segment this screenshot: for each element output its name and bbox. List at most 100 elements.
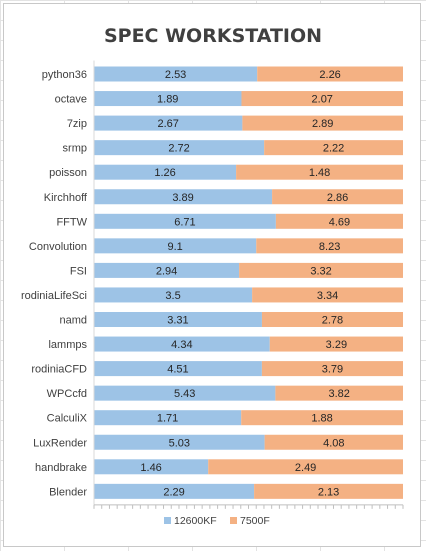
category-label: namd [59,315,87,327]
category-label: lammps [48,339,87,351]
category-label: handbrake [35,462,87,474]
value-label-12600kf: 4.34 [171,339,192,351]
value-label-7500f: 2.22 [323,143,344,155]
value-label-12600kf: 3.89 [172,192,193,204]
value-label-12600kf: 1.46 [140,462,161,474]
value-label-12600kf: 2.94 [156,265,177,277]
bar-12600kf-fsi [94,262,240,278]
bar-12600kf-wpccfd [94,385,276,401]
value-label-7500f: 1.88 [311,413,332,425]
bar-7500f-python36 [257,66,403,82]
category-label: WPCcfd [47,388,87,400]
value-label-7500f: 2.26 [319,69,340,81]
bar-7500f-convolution [256,238,403,254]
bar-7500f-namd [261,312,403,327]
value-label-7500f: 1.48 [309,167,330,179]
bar-12600kf-luxrender [94,434,265,450]
value-label-7500f: 2.89 [312,118,333,130]
category-label: LuxRender [33,437,87,449]
category-label: python36 [42,69,87,81]
value-label-12600kf: 1.89 [157,94,178,106]
category-label: octave [55,94,87,106]
value-label-12600kf: 2.29 [163,486,184,498]
bar-12600kf-7zip [94,115,243,131]
value-label-7500f: 3.32 [310,265,331,277]
value-labels: 2.53 2.26 1.89 2.07 2.67 2.89 2.72 2.22 1.26 1.48… [140,69,350,498]
category-label: Kirchhoff [44,192,88,204]
bar-12600kf-fftw [94,213,276,229]
bar-12600kf-namd [94,312,262,327]
bar-7500f-kirchhoff [272,189,403,205]
value-label-12600kf: 3.5 [165,290,180,302]
value-label-12600kf: 5.43 [174,388,195,400]
bar-7500f-srmp [264,140,403,156]
category-label: poisson [49,167,87,179]
watermark [362,526,414,542]
value-label-12600kf: 1.26 [154,167,175,179]
chart-area[interactable]: SPEC WORKSTATION python36 octave 7zip srmp p… [3,3,421,547]
bar-12600kf-rodiniacfd [94,361,262,377]
bar-7500f-rodinialifesci [252,287,403,303]
value-label-12600kf: 3.31 [167,315,188,327]
value-label-7500f: 3.29 [326,339,347,351]
legend-swatch-12600kf [164,517,171,524]
value-label-7500f: 3.34 [317,290,338,302]
chart-title: SPEC WORKSTATION [104,25,322,47]
bar-12600kf-calculix [94,410,242,426]
bars-layer [94,66,403,499]
value-label-12600kf: 2.72 [168,143,189,155]
legend-swatch-7500f [230,517,237,524]
bar-12600kf-kirchhoff [94,189,273,205]
bar-7500f-rodiniacfd [261,361,403,377]
category-label: rodiniaCFD [31,364,87,376]
value-label-7500f: 3.79 [322,364,343,376]
chart-svg: SPEC WORKSTATION python36octave7zipsrmpp… [21,25,404,527]
legend-label-12600kf: 12600KF [174,515,217,527]
bar-7500f-poisson [236,164,403,180]
bar-7500f-blender [254,483,403,499]
value-label-7500f: 2.49 [295,462,316,474]
category-label: rodiniaLifeSci [21,290,87,302]
value-label-7500f: 2.13 [318,486,339,498]
value-label-12600kf: 9.1 [167,241,182,253]
category-label: 7zip [67,118,87,130]
bar-7500f-lammps [269,336,403,352]
category-label: Blender [49,486,87,498]
category-label: CalculiX [47,413,88,425]
category-label: FFTW [56,216,87,228]
value-label-12600kf: 2.53 [165,69,186,81]
bar-12600kf-convolution [94,238,257,254]
bar-12600kf-srmp [94,140,265,156]
bar-12600kf-blender [94,483,255,499]
value-label-7500f: 4.69 [329,216,350,228]
legend: 12600KF 7500F [164,515,270,527]
bar-12600kf-octave [94,91,242,107]
bar-12600kf-python36 [94,66,258,82]
bar-12600kf-lammps [94,336,270,352]
bar-7500f-fftw [275,213,403,229]
bar-7500f-wpccfd [275,385,403,401]
bar-7500f-handbrake [208,459,403,475]
value-label-12600kf: 4.51 [167,364,188,376]
legend-label-7500f: 7500F [240,515,270,527]
value-label-7500f: 2.78 [322,315,343,327]
category-labels: python36 octave 7zip srmp poisson Kirchhoff FF… [21,69,88,498]
value-label-7500f: 2.07 [312,94,333,106]
value-label-12600kf: 5.03 [169,437,190,449]
category-label: srmp [63,143,87,155]
value-label-12600kf: 1.71 [157,413,178,425]
bar-7500f-fsi [239,262,403,278]
bar-7500f-calculix [241,410,403,426]
value-label-12600kf: 6.71 [174,216,195,228]
bar-12600kf-handbrake [94,459,209,475]
bar-12600kf-rodinialifesci [94,287,253,303]
category-label: FSI [70,265,87,277]
value-label-12600kf: 2.67 [157,118,178,130]
bar-7500f-luxrender [264,434,403,450]
bar-12600kf-poisson [94,164,237,180]
bar-7500f-7zip [242,115,403,131]
bar-7500f-octave [241,91,403,107]
category-label: Convolution [29,241,87,253]
value-label-7500f: 8.23 [319,241,340,253]
x-axis [93,60,404,509]
